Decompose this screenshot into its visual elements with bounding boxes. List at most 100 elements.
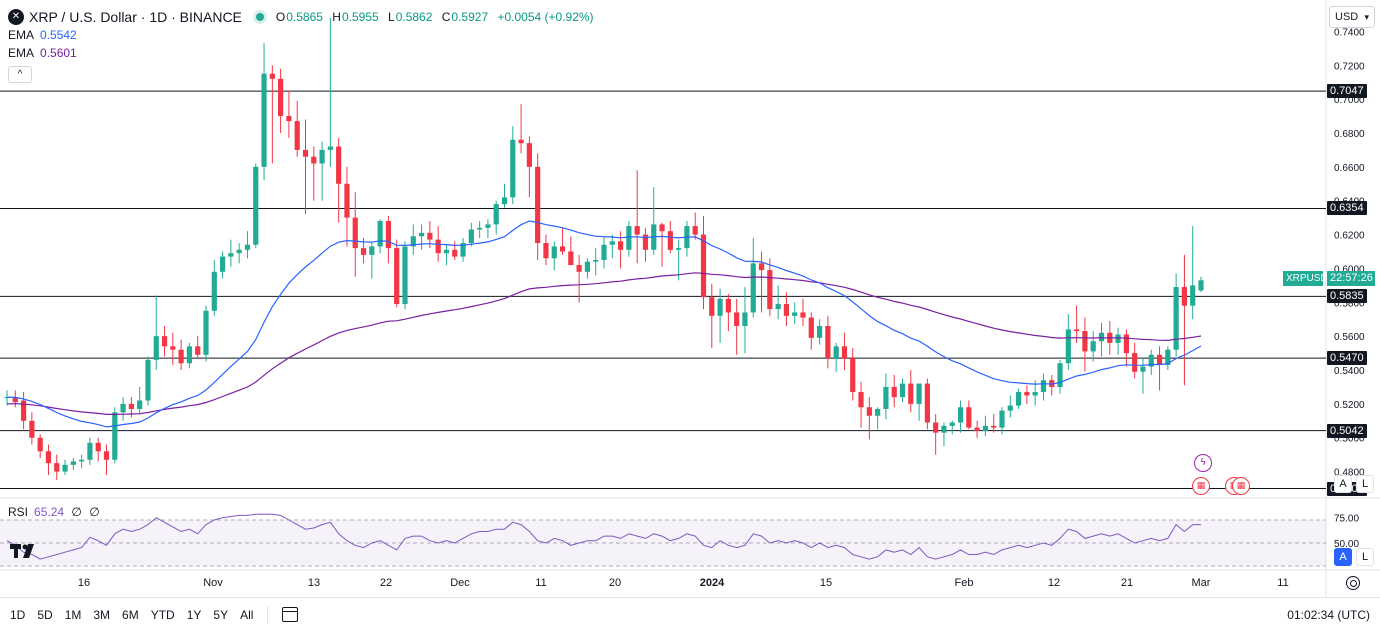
price-tick-label: 0.7200 (1334, 61, 1365, 72)
collapse-legend-button[interactable]: ^ (8, 66, 32, 83)
candle-down (170, 346, 176, 350)
candle-up (493, 204, 499, 225)
ema-slow-label: EMA (8, 46, 35, 60)
utc-clock[interactable]: 01:02:34 (UTC) (1287, 607, 1370, 622)
us-flag-event-icon[interactable]: ▦ (1192, 477, 1210, 495)
candle-down (667, 231, 673, 250)
candle-up (244, 244, 251, 250)
rsi-log-scale-button[interactable]: L (1356, 548, 1374, 566)
candle-down (12, 397, 18, 403)
candle-down (908, 383, 914, 404)
candle-up (626, 226, 632, 250)
candle-up (120, 403, 126, 413)
candle-up (999, 410, 1005, 428)
rsi-extra-1: ∅ (71, 505, 82, 519)
candle-down (642, 234, 649, 250)
candle-up (62, 464, 68, 472)
candle-down (161, 336, 168, 347)
candle-up (1140, 366, 1146, 372)
candle-down (195, 346, 201, 355)
candle-up (402, 246, 408, 304)
rsi-tick-label: 50.00 (1334, 539, 1359, 550)
candle-down (783, 303, 790, 316)
chevron-up-icon: ^ (17, 69, 23, 80)
candle-up (1057, 363, 1063, 387)
range-button-1y[interactable]: 1Y (186, 607, 202, 622)
candle-down (20, 400, 27, 421)
time-tick-label: Feb (955, 577, 974, 589)
range-button-5d[interactable]: 5D (37, 607, 53, 622)
ohlc-change: +0.0054 (+0.92%) (497, 10, 594, 24)
candle-down (1156, 354, 1163, 365)
symbol-title[interactable]: XRP / U.S. Dollar · 1D · BINANCE (29, 9, 242, 25)
calendar-icon[interactable] (282, 607, 299, 622)
level-price-tag[interactable]: 0.5470 (1327, 351, 1367, 366)
candle-up (137, 400, 143, 409)
level-price-tag[interactable]: 0.5835 (1327, 289, 1367, 304)
lightning-event-icon[interactable]: ϟ (1194, 454, 1212, 472)
candle-down (302, 149, 309, 157)
candle-down (709, 297, 715, 316)
candle-up (775, 303, 781, 310)
chevron-down-icon: ▾ (1364, 12, 1369, 22)
level-price-tag[interactable]: 0.5042 (1327, 423, 1367, 438)
bottom-toolbar: 1D 5D 1M 3M 6M YTD 1Y 5Y All 01:02:34 (UTC) (0, 597, 1380, 631)
log-scale-button[interactable]: L (1356, 475, 1374, 493)
rsi-legend[interactable]: RSI 65.24 ∅ ∅ (8, 505, 100, 519)
candle-down (1123, 334, 1129, 354)
candle-down (103, 451, 110, 460)
candle-up (477, 227, 483, 230)
candle-up (510, 139, 516, 198)
candle-down (700, 234, 707, 298)
us-flag-event-icon[interactable]: ▦ (1232, 477, 1250, 495)
range-button-all[interactable]: All (240, 607, 254, 622)
price-tick-label: 0.6000 (1334, 264, 1365, 275)
level-price-tag[interactable]: 0.7047 (1327, 84, 1367, 99)
range-button-3m[interactable]: 3M (93, 607, 111, 622)
range-button-6m[interactable]: 6M (122, 607, 139, 622)
candle-down (37, 437, 43, 452)
candle-down (991, 425, 997, 428)
candle-down (933, 422, 939, 433)
candle-up (1015, 392, 1022, 406)
candle-up (1065, 329, 1071, 364)
price-tick-label: 0.5200 (1334, 400, 1365, 411)
price-tick-label: 0.5000 (1334, 434, 1365, 445)
candle-down (286, 116, 292, 122)
tradingview-logo-icon[interactable] (10, 542, 40, 560)
candle-up (319, 149, 325, 164)
rsi-auto-scale-button[interactable]: A (1334, 548, 1352, 566)
candle-up (1040, 380, 1047, 393)
candle-up (551, 246, 557, 259)
time-tick-label: 20 (609, 577, 621, 589)
candle-up (1173, 287, 1179, 350)
candle-down (435, 239, 441, 254)
currency-select[interactable]: USD ▾ (1329, 6, 1375, 28)
candle-up (1190, 285, 1196, 306)
range-button-1d[interactable]: 1D (10, 607, 26, 622)
candle-up (253, 166, 259, 245)
candle-up (1007, 405, 1013, 411)
range-button-5y[interactable]: 5Y (213, 607, 229, 622)
price-tick-label: 0.5800 (1334, 298, 1365, 309)
range-button-ytd[interactable]: YTD (150, 607, 175, 622)
level-price-tag[interactable]: 0.6354 (1327, 201, 1367, 216)
candle-up (742, 312, 748, 326)
ema-fast-row[interactable]: EMA 0.5542 (8, 26, 600, 44)
candle-up (410, 236, 416, 247)
candle-down (1132, 353, 1138, 372)
ema-slow-row[interactable]: EMA 0.5601 (8, 44, 600, 62)
candle-up (833, 346, 839, 359)
candle-down (734, 312, 740, 326)
settings-gear-icon[interactable] (1346, 576, 1360, 590)
range-button-1m[interactable]: 1M (64, 607, 82, 622)
candle-up (369, 246, 375, 255)
price-tick-label: 0.6600 (1334, 163, 1365, 174)
candle-up (236, 249, 242, 254)
auto-scale-button[interactable]: A (1334, 475, 1352, 493)
candle-down (294, 121, 300, 150)
candle-down (178, 349, 184, 364)
candle-down (825, 325, 831, 359)
